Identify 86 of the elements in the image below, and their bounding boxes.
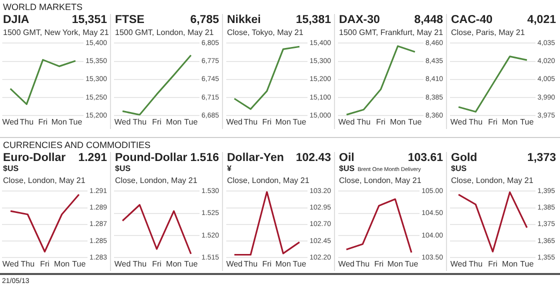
chart-title: FTSE — [115, 14, 144, 26]
text: WORLD MARKETS — [3, 2, 83, 12]
chart-title: DJIA — [3, 14, 30, 26]
x-tick-label: Thu — [132, 259, 147, 268]
x-tick-label: Fri — [374, 259, 384, 268]
chart-subtitle: 1500 GMT, London, May 21 — [114, 28, 215, 37]
chart-title: Euro-Dollar — [3, 152, 66, 164]
chart-title: CAC-40 — [451, 14, 493, 26]
x-tick-label: Wed — [114, 117, 131, 126]
chart-title: Nikkei — [227, 14, 261, 26]
x-tick-label: Tue — [184, 117, 198, 126]
text: 102.43 — [296, 152, 331, 164]
chart-subtitle: Close, London, May 21 — [226, 176, 310, 185]
x-tick-label: Thu — [468, 259, 483, 268]
text: 103.61 — [408, 152, 443, 164]
x-tick-label: Fri — [488, 117, 498, 126]
x-tick-label: Fri — [262, 259, 272, 268]
x-tick-label: Mon — [275, 117, 291, 126]
x-tick-label: Mon — [502, 259, 518, 268]
x-tick-label: Thu — [468, 117, 483, 126]
text: 1.516 — [190, 152, 219, 164]
x-tick-label: Tue — [184, 259, 198, 268]
x-tick-label: Mon — [51, 117, 67, 126]
x-tick-label: Mon — [54, 259, 70, 268]
chart-subtitle: Close, Tokyo, May 21 — [226, 28, 304, 37]
x-tick-label: Thu — [244, 259, 258, 268]
text: 1,373 — [527, 152, 556, 164]
x-tick-label: Mon — [502, 117, 518, 126]
x-tick-label: Thu — [244, 117, 258, 126]
chart-subtitle: 1500 GMT, Frankfurt, May 21 — [338, 28, 444, 37]
x-tick-label: Wed — [450, 259, 467, 268]
text: 15,381 — [296, 14, 331, 26]
x-tick-label: Mon — [166, 117, 182, 126]
x-tick-label: Thu — [20, 117, 34, 126]
text: $US — [3, 164, 19, 173]
x-tick-label: Thu — [20, 259, 35, 268]
x-tick-label: Wed — [338, 259, 355, 268]
text: 15,351 — [72, 14, 107, 26]
chart-title: Dollar-Yen — [227, 152, 284, 164]
text: 4,021 — [527, 14, 556, 26]
x-tick-label: Wed — [2, 117, 19, 126]
x-tick-label: Tue — [72, 259, 86, 268]
chart-title: Gold — [451, 152, 478, 164]
x-tick-label: Wed — [2, 259, 19, 268]
chart-subtitle: Close, London, May 21 — [2, 176, 86, 185]
x-tick-label: Fri — [262, 117, 272, 126]
x-tick-label: Tue — [292, 259, 307, 268]
x-tick-label: Mon — [387, 259, 403, 268]
chart-subtitle: Close, London, May 21 — [450, 176, 534, 185]
x-tick-label: Thu — [132, 117, 147, 126]
text: $US — [339, 164, 355, 173]
x-tick-label: Mon — [390, 117, 406, 126]
text: 8,448 — [414, 14, 443, 26]
chart-subtitle: Close, London, May 21 — [114, 176, 198, 185]
chart-subtitle: Close, London, May 21 — [338, 176, 422, 185]
chart-title: Pound-Dollar — [115, 152, 188, 164]
x-tick-label: Fri — [488, 259, 498, 268]
x-tick-label: Wed — [226, 259, 243, 268]
x-tick-label: Wed — [226, 117, 243, 126]
chart-title: DAX-30 — [339, 14, 380, 26]
text: CURRENCIES AND COMMODITIES — [3, 140, 151, 150]
x-tick-label: Wed — [338, 117, 355, 126]
x-tick-label: Thu — [356, 259, 370, 268]
x-tick-label: Tue — [68, 117, 83, 126]
x-tick-label: Tue — [408, 117, 422, 126]
x-tick-label: Fri — [40, 259, 50, 268]
text: $US — [451, 164, 467, 173]
text: $US — [115, 164, 131, 173]
x-tick-label: Fri — [376, 117, 386, 126]
text: ¥ — [227, 164, 232, 173]
chart-subtitle: 1500 GMT, New York, May 21 — [2, 28, 110, 37]
x-tick-label: Mon — [166, 259, 182, 268]
x-tick-label: Fri — [38, 117, 48, 126]
chart-title: Oil — [339, 152, 354, 164]
x-tick-label: Tue — [404, 259, 419, 268]
x-tick-label: Tue — [520, 117, 534, 126]
chart-subtitle: Close, Paris, May 21 — [450, 28, 526, 37]
x-tick-label: Wed — [450, 117, 467, 126]
x-tick-label: Mon — [275, 259, 291, 268]
x-tick-label: Thu — [356, 117, 371, 126]
x-tick-label: Fri — [152, 259, 162, 268]
x-tick-label: Tue — [292, 117, 307, 126]
x-tick-label: Tue — [520, 259, 534, 268]
text: 6,785 — [190, 14, 219, 26]
x-tick-label: Fri — [152, 117, 162, 126]
x-tick-label: Wed — [114, 259, 131, 268]
